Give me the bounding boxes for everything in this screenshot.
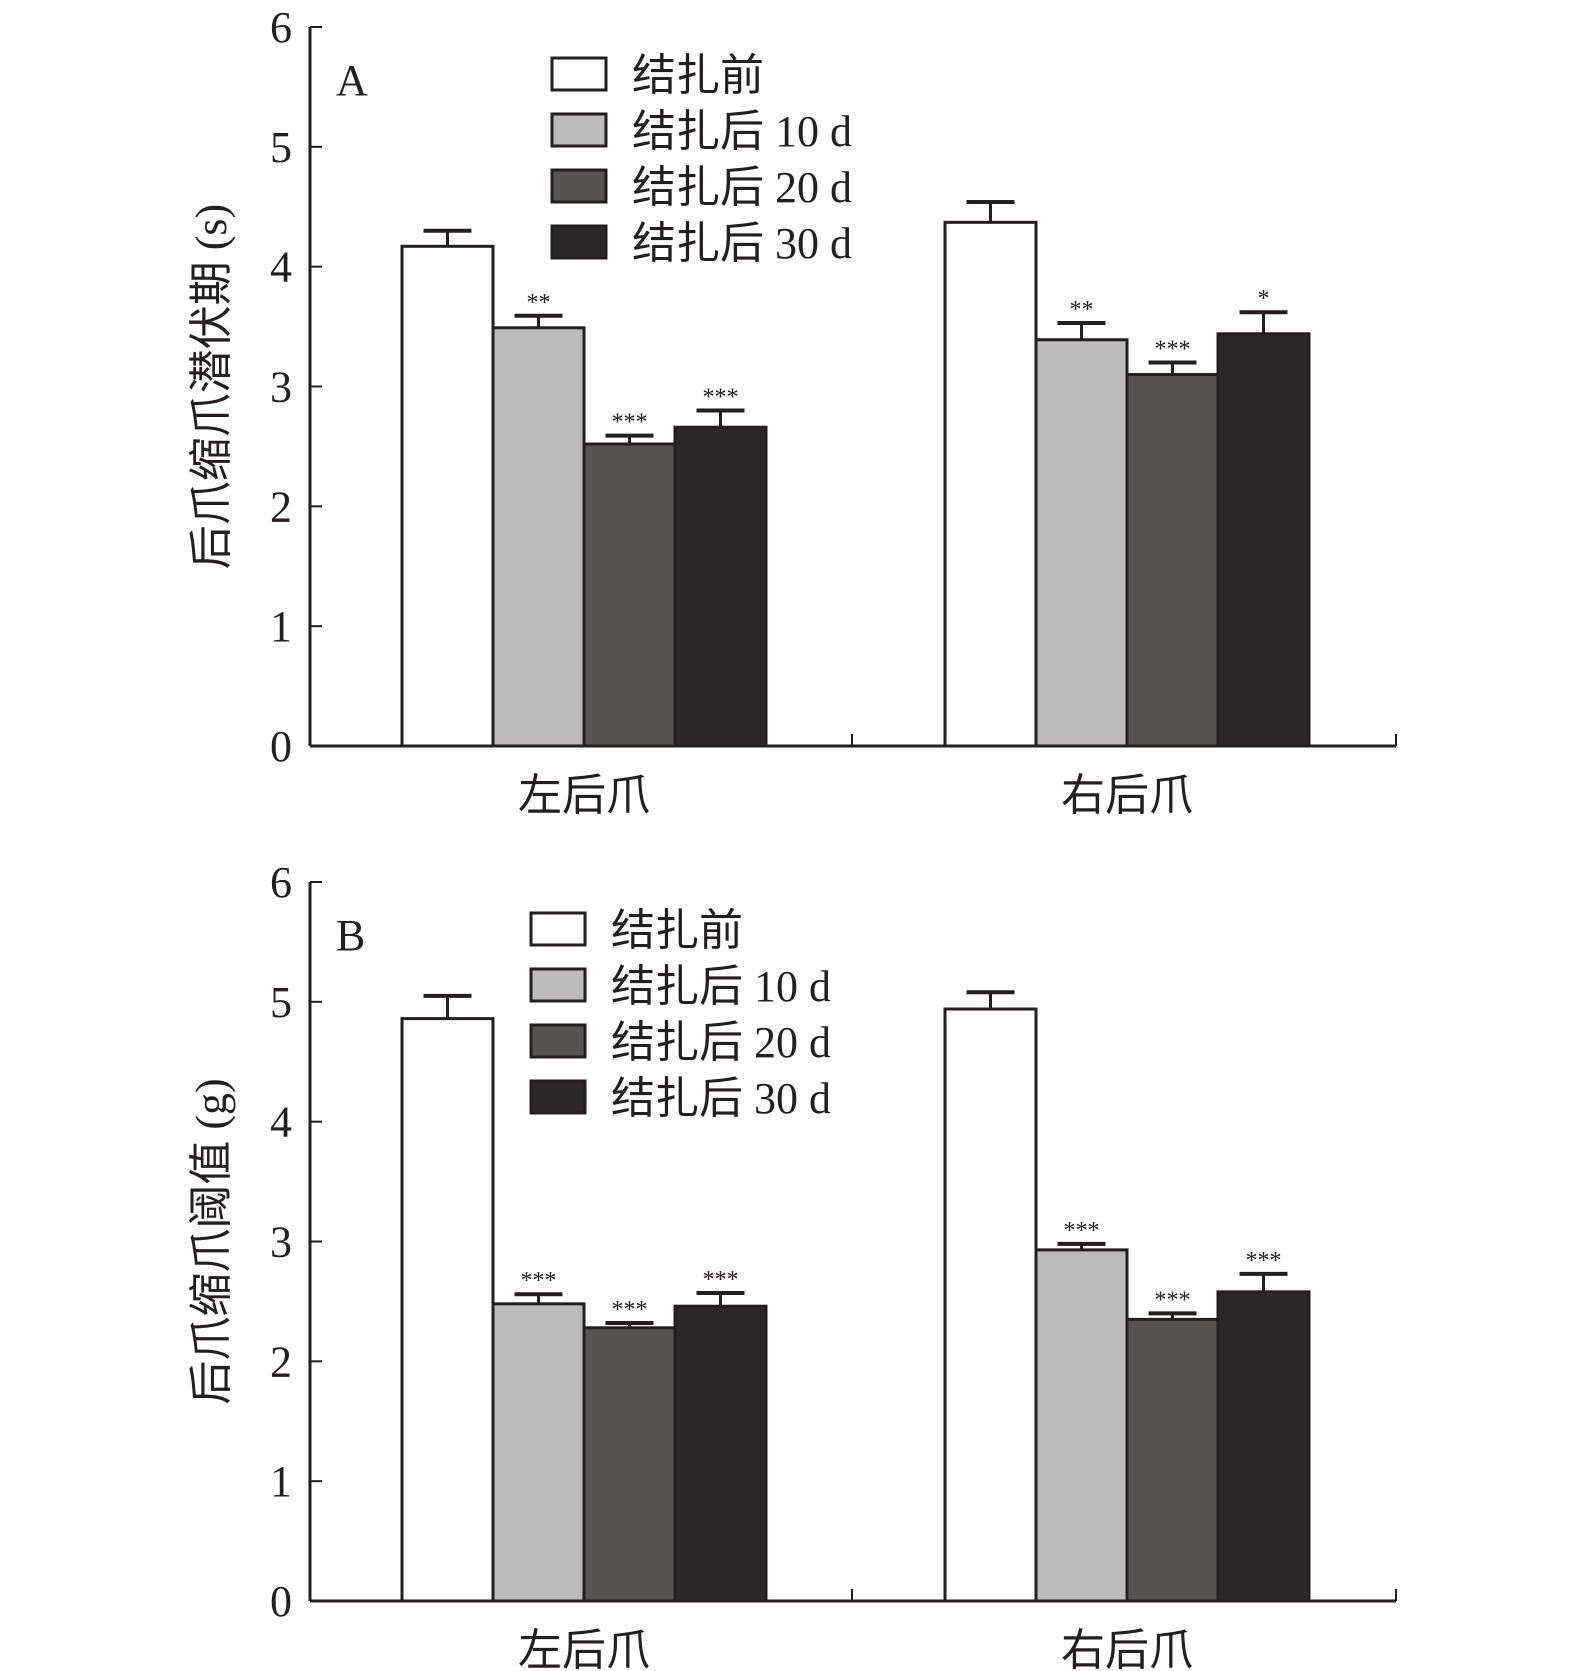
legend-swatch xyxy=(550,224,608,260)
panel-label: B xyxy=(336,911,365,960)
bar xyxy=(400,244,495,748)
bar xyxy=(1034,338,1129,748)
significance-label: *** xyxy=(612,410,648,436)
bar xyxy=(1034,1248,1129,1603)
bar xyxy=(673,425,768,748)
bar xyxy=(1216,332,1311,748)
bar xyxy=(1216,1290,1311,1603)
legend-swatch xyxy=(529,911,587,947)
bar xyxy=(582,1326,677,1603)
significance-label: *** xyxy=(703,1267,739,1293)
x-category-label: 左后爪 xyxy=(518,1626,650,1671)
panel-label: A xyxy=(336,56,368,105)
legend-label: 结扎后 10 d xyxy=(611,962,831,1011)
y-tick-label: 6 xyxy=(270,3,292,52)
significance-label: *** xyxy=(1246,1248,1282,1274)
legend-label: 结扎后 30 d xyxy=(632,219,852,268)
bar xyxy=(943,1007,1038,1603)
legend-swatch xyxy=(529,1023,587,1059)
bar xyxy=(491,1302,586,1603)
y-tick-label: 0 xyxy=(270,722,292,771)
legend-swatch xyxy=(550,112,608,148)
y-tick-label: 3 xyxy=(270,1218,292,1267)
x-category-label: 右后爪 xyxy=(1061,1626,1193,1671)
significance-label: *** xyxy=(1155,1287,1191,1313)
panel-B: *** *** *** *** *** *** 0 1 2 3 4 5 6 左后爪 右后爪 后爪缩爪阈值 (g… xyxy=(187,858,1397,1671)
y-tick-label: 5 xyxy=(270,978,292,1027)
bar xyxy=(491,326,586,748)
y-tick-label: 2 xyxy=(270,1337,292,1386)
bar xyxy=(673,1304,768,1603)
x-category-label: 右后爪 xyxy=(1061,771,1193,820)
y-tick-label: 1 xyxy=(270,1457,292,1506)
significance-label: *** xyxy=(1155,337,1191,363)
significance-label: *** xyxy=(1064,1218,1100,1244)
legend-label: 结扎后 10 d xyxy=(632,107,852,156)
bar xyxy=(1125,1317,1220,1603)
y-tick-label: 2 xyxy=(270,482,292,531)
significance-label: *** xyxy=(612,1297,648,1323)
legend-label: 结扎后 20 d xyxy=(611,1018,831,1067)
bar xyxy=(582,442,677,748)
significance-label: *** xyxy=(521,1268,557,1294)
y-tick-label: 0 xyxy=(270,1577,292,1626)
y-tick-label: 4 xyxy=(270,243,292,292)
legend-swatch xyxy=(529,967,587,1003)
x-category-label: 左后爪 xyxy=(518,771,650,820)
y-axis-label: 后爪缩爪阈值 (g) xyxy=(187,1078,236,1404)
bar xyxy=(1125,373,1220,748)
y-tick-label: 6 xyxy=(270,858,292,907)
legend-label: 结扎前 xyxy=(611,906,743,955)
legend-label: 结扎前 xyxy=(632,51,764,100)
y-axis-label: 后爪缩爪潜伏期 (s) xyxy=(187,204,236,569)
significance-label: ** xyxy=(1070,297,1094,323)
legend-swatch xyxy=(550,168,608,204)
y-tick-label: 3 xyxy=(270,363,292,412)
bar xyxy=(400,1017,495,1603)
significance-label: * xyxy=(1258,286,1270,312)
legend-label: 结扎后 30 d xyxy=(611,1074,831,1123)
legend-swatch xyxy=(550,56,608,92)
bar xyxy=(943,220,1038,748)
y-tick-label: 5 xyxy=(270,123,292,172)
y-tick-label: 4 xyxy=(270,1098,292,1147)
significance-label: *** xyxy=(703,384,739,410)
legend-swatch xyxy=(529,1079,587,1115)
significance-label: ** xyxy=(527,290,551,316)
y-tick-label: 1 xyxy=(270,602,292,651)
legend-label: 结扎后 20 d xyxy=(632,163,852,212)
